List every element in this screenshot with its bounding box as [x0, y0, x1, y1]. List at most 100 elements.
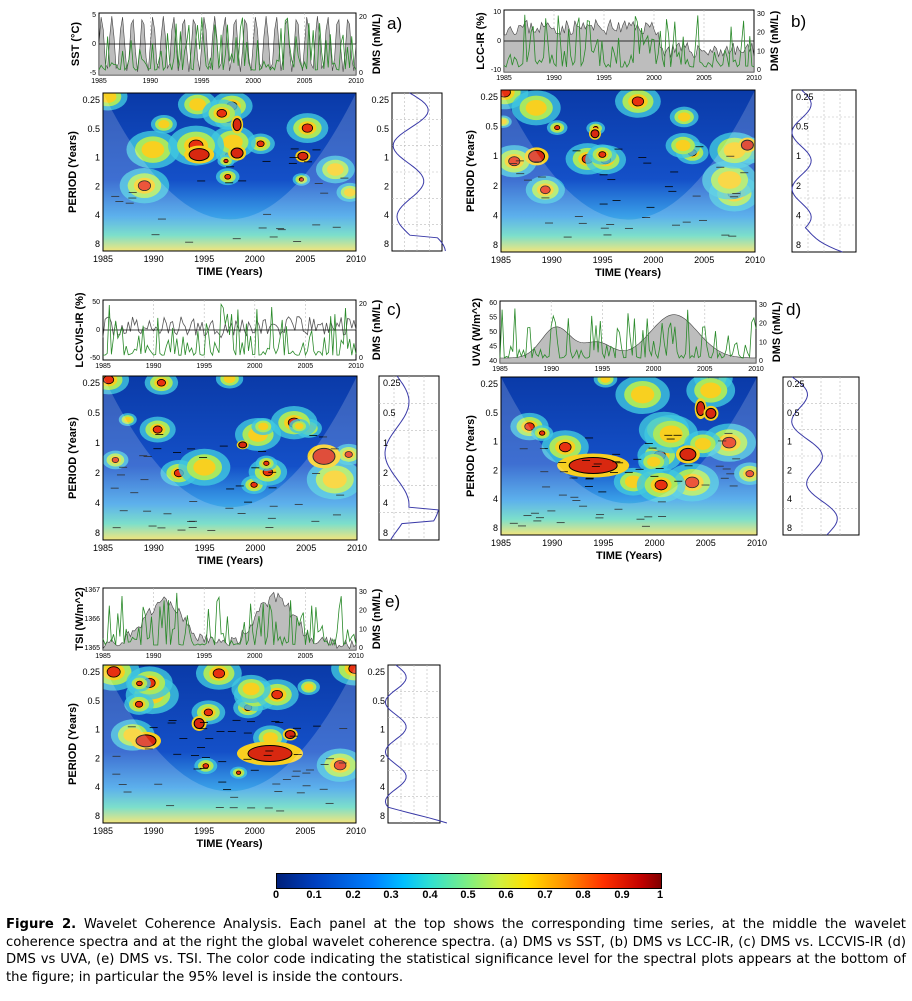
significant-region	[224, 173, 232, 180]
series-y-tick-label: 45	[489, 344, 497, 351]
series-y-tick-label: 60	[489, 300, 497, 307]
colorbar-tick: 1	[656, 889, 664, 901]
series-y-tick-label: 1367	[84, 587, 100, 594]
series-year-tick-label: 2000	[646, 366, 662, 373]
significant-region	[722, 436, 737, 449]
period-tick-label: 0.25	[82, 667, 100, 677]
coherence-region	[659, 425, 683, 443]
period-tick-label: 4	[493, 210, 498, 220]
series-year-tick-label: 2000	[247, 653, 263, 660]
global-coherence-line	[791, 89, 843, 253]
colorbar-tick: 0.1	[306, 889, 322, 901]
period-tick-label: 1	[493, 151, 498, 161]
significant-region	[344, 451, 353, 458]
series-y-tick-label: 0	[497, 38, 501, 45]
series-line	[102, 316, 357, 339]
year-tick-label: 1995	[195, 543, 215, 553]
global-period-tick-label: 2	[383, 468, 388, 478]
period-tick-label: 0.25	[480, 92, 498, 102]
dms-series-line	[102, 302, 357, 357]
global-period-tick-label: 0.5	[383, 408, 396, 418]
year-tick-label: 1985	[93, 543, 113, 553]
series-year-tick-label: 2000	[646, 75, 662, 82]
series-y-tick-label: 0	[92, 41, 96, 48]
dms-tick-label: 20	[359, 14, 367, 21]
series-axis-label: UVA (W/m^2)	[471, 298, 483, 366]
significant-region	[631, 96, 645, 107]
year-tick-label: 2010	[346, 826, 366, 836]
period-axis-label: PERIOD (Years)	[67, 131, 79, 213]
year-tick-label: 2005	[295, 254, 315, 264]
significant-region	[238, 441, 248, 449]
period-tick-label: 0.5	[87, 696, 100, 706]
significant-region	[297, 151, 309, 161]
panel-a: 5 0 -5 20 0 SST (°C) DMS (nM/L) 1985 1990 1995 200…	[0, 0, 446, 290]
global-period-tick-label: 8	[787, 523, 792, 533]
series-y-tick-label: 50	[489, 329, 497, 336]
significant-region	[232, 118, 242, 132]
panel-e-letter: e)	[385, 592, 401, 611]
coherence-region	[303, 683, 314, 691]
dms-tick-label: 10	[759, 339, 767, 346]
year-tick-label: 1990	[542, 538, 562, 548]
coherence-region	[141, 141, 165, 159]
colorbar-tick: 0.9	[614, 889, 630, 901]
period-tick-label: 0.25	[82, 378, 100, 388]
coherence-region	[158, 120, 170, 129]
coherence-region	[630, 385, 655, 404]
series-year-tick-label: 2005	[298, 653, 314, 660]
significant-region	[685, 476, 700, 489]
significant-region	[136, 680, 143, 687]
significant-region	[740, 139, 754, 151]
significant-region	[188, 148, 210, 162]
significant-region	[202, 763, 210, 769]
global-period-tick-label: 1	[796, 151, 801, 161]
dms-tick-label: 30	[359, 589, 367, 596]
colorbar-tick: 0.5	[460, 889, 476, 901]
significant-region	[135, 734, 157, 748]
year-tick-label: 2000	[643, 255, 663, 265]
global-period-tick-label: 8	[380, 811, 385, 821]
time-axis-label: TIME (Years)	[596, 550, 662, 562]
period-tick-label: 0.5	[485, 122, 498, 132]
period-tick-label: 0.5	[87, 124, 100, 134]
significant-region	[348, 665, 356, 674]
global-period-tick-label: 4	[787, 494, 792, 504]
series-axis-label: TSI (W/m^2)	[74, 587, 86, 651]
series-area	[503, 18, 755, 73]
colorbar-tick: 0.6	[498, 889, 514, 901]
wavelet-spectrum	[501, 90, 755, 252]
year-tick-label: 1985	[93, 254, 113, 264]
global-period-tick-label: 0.25	[383, 378, 401, 388]
spectrum-frame	[102, 92, 357, 252]
dms-tick-label: 20	[759, 321, 767, 328]
period-tick-label: 0.25	[82, 95, 100, 105]
global-coherence-line	[791, 376, 838, 536]
global-period-tick-label: 0.5	[787, 408, 800, 418]
series-y-tick-label: 40	[489, 358, 497, 365]
panel-a-letter: a)	[387, 14, 403, 33]
cone-of-influence	[103, 93, 356, 251]
series-y-tick-label: -5	[90, 70, 96, 77]
global-coherence-line	[392, 92, 446, 252]
significant-region	[301, 123, 314, 133]
year-tick-label: 2000	[245, 254, 265, 264]
coherence-region	[717, 171, 742, 189]
coherence-region	[700, 382, 722, 399]
colorbar-tick: 0	[272, 889, 280, 901]
global-period-tick-label: 8	[796, 240, 801, 250]
colorbar-tick: 0.8	[575, 889, 591, 901]
series-year-tick-label: 1985	[95, 653, 111, 660]
year-tick-label: 2010	[747, 538, 767, 548]
significant-region	[298, 177, 304, 182]
significant-region	[203, 708, 214, 717]
global-period-tick-label: 0.5	[796, 122, 809, 132]
global-period-tick-label: 1	[383, 438, 388, 448]
significant-region	[193, 717, 205, 729]
series-year-tick-label: 1995	[596, 75, 612, 82]
spectrum-frame	[102, 375, 358, 541]
year-tick-label: 2005	[694, 255, 714, 265]
series-axis-label: LCC-IR (%)	[475, 12, 487, 70]
series-y-tick-label: -50	[90, 355, 100, 362]
year-tick-label: 2005	[696, 538, 716, 548]
